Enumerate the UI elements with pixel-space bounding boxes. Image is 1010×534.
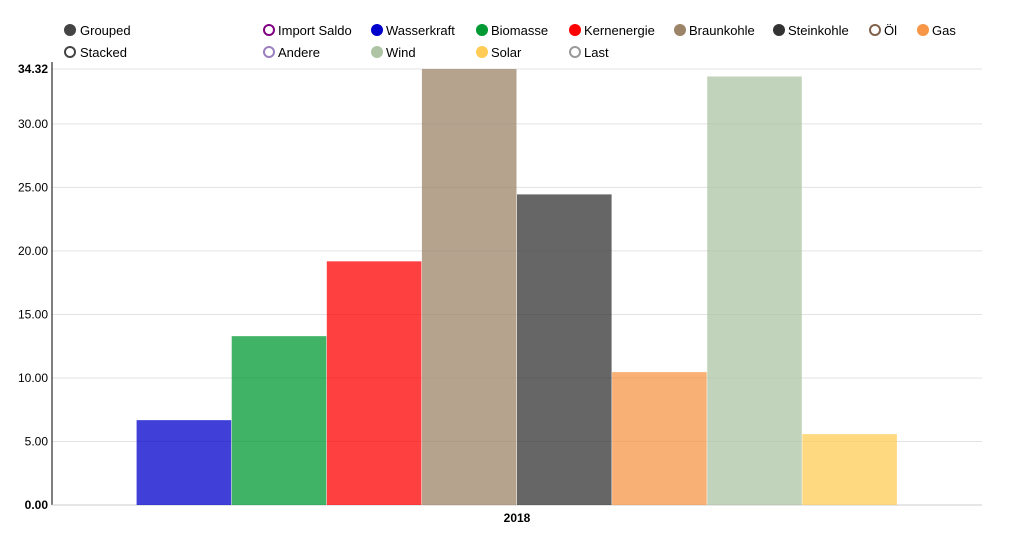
control-stacked[interactable]: Stacked	[80, 45, 127, 60]
legend-item[interactable]: Biomasse	[491, 23, 548, 38]
radio-filled-icon[interactable]	[64, 24, 76, 36]
legend-marker-icon[interactable]	[263, 24, 275, 36]
y-tick-label: 25.00	[18, 180, 48, 194]
legend-marker-icon[interactable]	[263, 46, 275, 58]
y-tick-label: 5.00	[25, 434, 49, 448]
legend-marker-icon[interactable]	[371, 24, 383, 36]
legend-item[interactable]: Import Saldo	[278, 23, 352, 38]
bar-braunkohle[interactable]: Braunkohle: 34.32	[421, 69, 517, 505]
legend-item[interactable]: Solar	[491, 45, 522, 60]
bar-steinkohle[interactable]: Steinkohle: 24.45	[517, 194, 612, 505]
x-tick-label: 2018	[504, 511, 531, 525]
legend-marker-icon[interactable]	[476, 24, 488, 36]
legend-marker-icon[interactable]	[371, 46, 383, 58]
legend-marker-icon[interactable]	[917, 24, 929, 36]
y-tick-label: 0.00	[25, 498, 49, 512]
radio-empty-icon[interactable]	[64, 46, 76, 58]
bar-biomasse[interactable]: Biomasse: 13.29	[231, 336, 327, 505]
legend-marker-icon[interactable]	[674, 24, 686, 36]
legend-item[interactable]: Wind	[386, 45, 416, 60]
legend-item[interactable]: Gas	[932, 23, 956, 38]
bar-kernenergie[interactable]: Kernenergie: 19.18	[326, 261, 422, 505]
legend-item[interactable]: Steinkohle	[788, 23, 849, 38]
legend-item[interactable]: Braunkohle	[689, 23, 755, 38]
legend-item[interactable]: Andere	[278, 45, 320, 60]
bar-solar[interactable]: Solar: 5.58	[802, 434, 897, 505]
y-tick-label: 30.00	[18, 117, 48, 131]
legend-marker-icon[interactable]	[476, 46, 488, 58]
y-tick-label: 20.00	[18, 244, 48, 258]
bar-wasserkraft[interactable]: Wasserkraft: 6.68	[136, 420, 232, 505]
y-tick-label: 34.32	[18, 62, 48, 76]
legend-item[interactable]: Öl	[884, 23, 897, 38]
legend-item[interactable]: Wasserkraft	[386, 23, 455, 38]
bar-wind[interactable]: Wind: 33.73	[707, 76, 802, 506]
legend-marker-icon[interactable]	[869, 24, 881, 36]
control-grouped[interactable]: Grouped	[80, 23, 131, 38]
legend-marker-icon[interactable]	[569, 24, 581, 36]
legend-item[interactable]: Last	[584, 45, 609, 60]
legend-marker-icon[interactable]	[569, 46, 581, 58]
y-tick-label: 15.00	[18, 307, 48, 321]
bar-gas[interactable]: Gas: 10.46	[612, 372, 707, 505]
legend-marker-icon[interactable]	[773, 24, 785, 36]
legend-item[interactable]: Kernenergie	[584, 23, 655, 38]
y-tick-label: 10.00	[18, 371, 48, 385]
